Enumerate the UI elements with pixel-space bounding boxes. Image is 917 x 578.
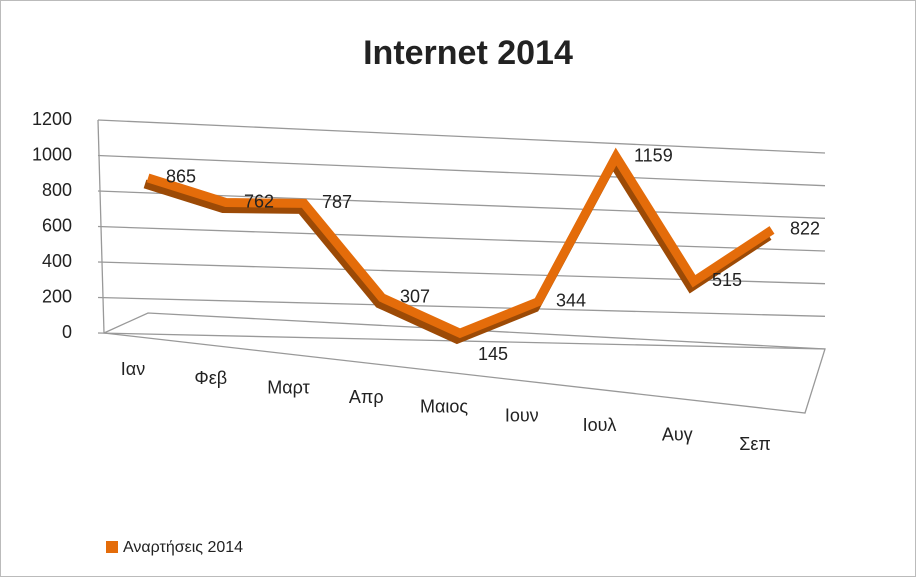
y-tick-label: 600 — [42, 215, 72, 235]
x-tick-label: Φεβ — [194, 368, 227, 388]
y-tick-label: 800 — [42, 180, 72, 200]
data-label: 515 — [712, 270, 742, 290]
x-tick-label: Μαρτ — [267, 378, 310, 398]
data-label: 822 — [790, 219, 820, 239]
y-tick-label: 1200 — [32, 109, 72, 129]
x-tick-label: Ιουλ — [583, 415, 617, 435]
grid-line — [97, 154, 826, 187]
grid-line — [97, 296, 826, 317]
data-label: 344 — [556, 291, 586, 311]
grid-line — [97, 119, 826, 154]
data-label: 787 — [322, 192, 352, 212]
grid-line — [97, 225, 826, 252]
data-label: 762 — [244, 191, 274, 211]
line-shadow — [143, 153, 772, 345]
legend-label: Αναρτήσεις 2014 — [123, 539, 243, 556]
x-tick-label: Σεπ — [739, 434, 771, 454]
y-tick-label: 200 — [42, 286, 72, 306]
y-tick-label: 0 — [62, 322, 72, 342]
chart-title: Internet 2014 — [363, 34, 573, 72]
x-tick-label: Αυγ — [662, 424, 693, 444]
data-label: 145 — [478, 344, 508, 364]
data-label: 865 — [166, 167, 196, 187]
grid-line — [97, 190, 826, 219]
line — [146, 147, 775, 339]
x-tick-label: Απρ — [349, 387, 384, 407]
x-tick-label: Μαιος — [420, 396, 468, 416]
legend-swatch — [106, 541, 118, 553]
y-tick-label: 1000 — [32, 144, 72, 164]
x-tick-label: Ιουν — [505, 406, 539, 426]
x-tick-label: Ιαν — [121, 359, 145, 379]
data-label: 307 — [400, 286, 430, 306]
data-label: 1159 — [634, 145, 673, 165]
y-tick-label: 400 — [42, 251, 72, 271]
